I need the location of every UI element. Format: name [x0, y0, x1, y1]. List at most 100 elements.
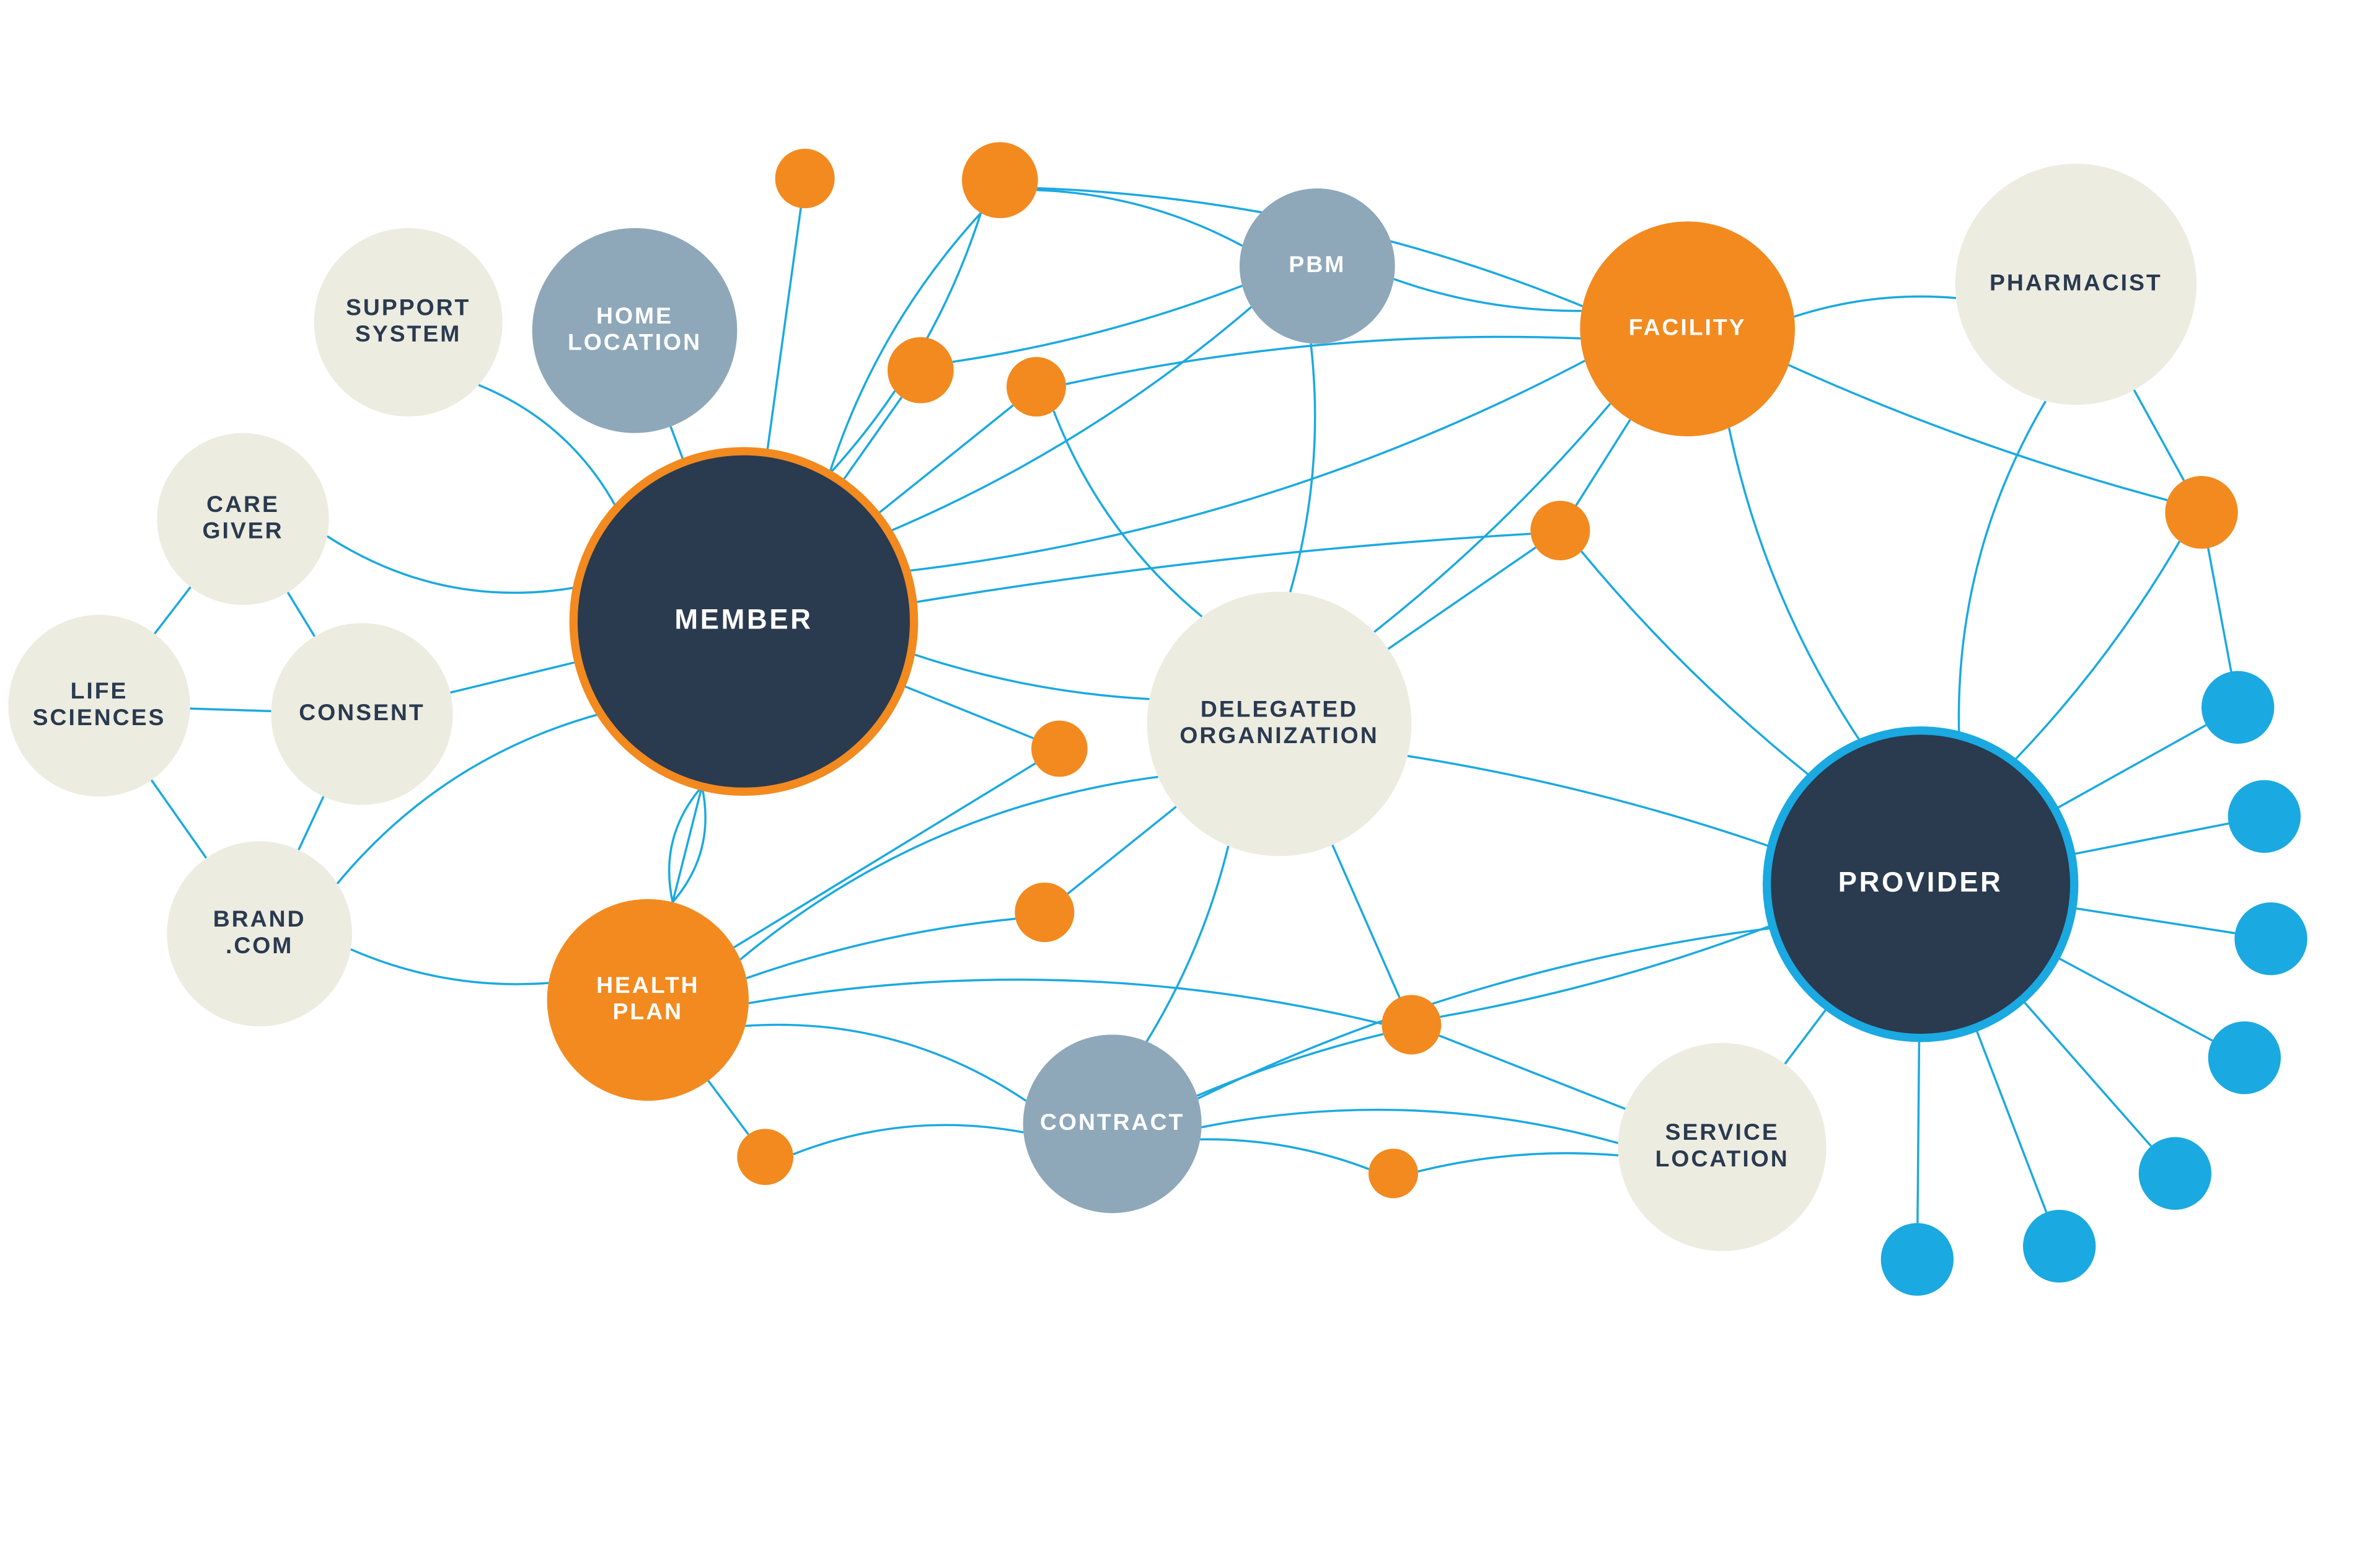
edge: [2013, 541, 2179, 761]
node-consent: CONSENT: [271, 623, 452, 804]
edge: [1408, 756, 1771, 847]
node-b2: [2228, 780, 2301, 853]
edge: [451, 661, 579, 692]
node-provider: PROVIDER: [1767, 731, 2074, 1038]
edge: [902, 685, 1034, 738]
node-home_location: HOMELOCATION: [532, 228, 738, 433]
edge: [1333, 845, 1399, 997]
edge: [190, 708, 271, 711]
node-circle: [1881, 1223, 1954, 1295]
node-o_ctrR: [1530, 501, 1590, 560]
edge: [327, 536, 577, 593]
node-b3: [2234, 902, 2307, 975]
node-o_rt: [2165, 476, 2237, 549]
edge: [2056, 957, 2212, 1041]
node-label: PHARMACIST: [1990, 270, 2162, 296]
edge: [1439, 1036, 1625, 1109]
node-circle: [1530, 501, 1590, 560]
edge: [1959, 401, 2045, 735]
node-b1: [2202, 671, 2274, 744]
node-label: FACILITY: [1629, 314, 1747, 340]
edge: [351, 950, 549, 984]
node-label: CARE: [206, 491, 280, 517]
node-label: DELEGATED: [1201, 696, 1358, 722]
node-circle: [1007, 357, 1066, 416]
edge: [2134, 390, 2184, 480]
node-circle: [737, 1129, 793, 1185]
node-label: .COM: [226, 932, 293, 958]
edge: [767, 208, 801, 453]
edge: [1975, 1028, 2046, 1212]
node-o_top1: [775, 149, 835, 208]
edge: [708, 1081, 749, 1135]
edge: [745, 1025, 1026, 1101]
edge: [1388, 547, 1536, 649]
node-o_mid2: [1015, 883, 1074, 942]
edge: [876, 405, 1013, 515]
node-circle: [962, 142, 1038, 218]
node-label: SYSTEM: [355, 320, 461, 346]
edge: [793, 1125, 1024, 1154]
node-label: LOCATION: [1655, 1145, 1789, 1171]
network-diagram: SUPPORTSYSTEMHOMELOCATIONCAREGIVERLIFESC…: [0, 0, 2380, 1560]
node-label: PROVIDER: [1838, 866, 2003, 898]
node-label: SUPPORT: [346, 294, 470, 320]
edge: [1066, 337, 1580, 384]
edge: [154, 587, 190, 633]
edge: [288, 593, 314, 637]
node-o_top4: [1007, 357, 1066, 416]
edge: [672, 787, 702, 902]
node-label: HOME: [596, 302, 673, 328]
node-circle: [2023, 1210, 2096, 1282]
node-label: CONTRACT: [1040, 1109, 1184, 1135]
node-pharmacist: PHARMACIST: [1955, 164, 2197, 405]
node-support_system: SUPPORTSYSTEM: [314, 228, 503, 416]
node-label: PLAN: [613, 998, 684, 1025]
edge: [1794, 296, 1956, 316]
edge: [1054, 411, 1202, 617]
node-o_top2: [962, 142, 1038, 218]
node-delegated_org: DELEGATEDORGANIZATION: [1147, 592, 1412, 857]
node-label: LIFE: [71, 677, 128, 703]
edge: [2073, 908, 2235, 933]
edge: [2208, 548, 2231, 671]
node-b5: [2139, 1137, 2211, 1210]
node-circle: [888, 337, 954, 403]
node-circle: [1031, 721, 1088, 777]
edge: [1200, 1139, 1368, 1169]
edge: [1785, 1007, 1828, 1064]
edge: [749, 980, 1382, 1024]
node-brand_com: BRAND.COM: [167, 841, 352, 1026]
node-label: GIVER: [202, 518, 283, 544]
node-care_giver: CAREGIVER: [157, 433, 328, 605]
node-o_hp: [737, 1129, 793, 1185]
node-label: CONSENT: [299, 699, 425, 725]
node-label: SCIENCES: [33, 704, 166, 730]
edge: [888, 307, 1251, 532]
edge: [1418, 1153, 1618, 1171]
node-label: MEMBER: [674, 604, 813, 635]
node-circle: [2234, 902, 2307, 975]
edge: [740, 777, 1158, 959]
edge: [913, 534, 1531, 602]
node-o_btm2: [1368, 1148, 1418, 1198]
edge: [911, 653, 1150, 699]
node-pbm: PBM: [1240, 188, 1395, 344]
edge: [842, 397, 902, 482]
node-label: SERVICE: [1665, 1119, 1779, 1145]
node-circle: [2139, 1137, 2211, 1210]
edge: [1440, 925, 1773, 1017]
node-b7: [1881, 1223, 1954, 1295]
node-member: MEMBER: [573, 451, 914, 791]
node-o_btm1: [1382, 995, 1441, 1054]
node-circle: [1382, 995, 1441, 1054]
node-label: BRAND: [213, 906, 306, 932]
node-circle: [1015, 883, 1074, 942]
edge: [1147, 846, 1228, 1042]
node-service_location: SERVICELOCATION: [1618, 1043, 1827, 1251]
edge: [1037, 190, 1243, 246]
edge: [2071, 824, 2229, 855]
edge: [746, 919, 1015, 978]
edge: [1918, 1038, 1919, 1223]
edge: [2022, 1000, 2151, 1146]
